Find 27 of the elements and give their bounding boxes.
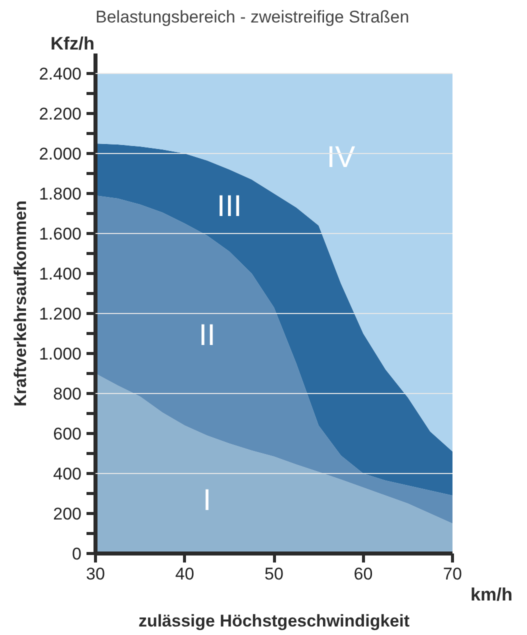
y-tick-label: 0 [72,544,82,564]
chart-title: Belastungsbereich - zweistreifige Straßen [96,8,410,26]
y-tick-label: 400 [53,464,82,484]
y-tick-label: 1.200 [38,304,82,324]
y-tick-label: 2.400 [38,64,82,84]
x-tick-label: 30 [86,564,105,584]
text: km/h [470,584,513,604]
y-tick-label: 2.000 [38,144,82,164]
series-label: IV [326,141,356,174]
x-tick-label: 40 [175,564,194,584]
x-tick-label: 60 [354,564,373,584]
text: Kfz/h [50,34,94,54]
y-axis-title: Kraftverkehrsaufkommen [10,200,30,406]
y-tick-label: 2.200 [38,104,82,124]
series-label: III [216,190,242,223]
y-tick-label: 1.400 [38,264,82,284]
y-tick-label: 200 [53,504,82,524]
y-tick-label: 800 [53,384,82,404]
series-label: II [198,319,216,352]
y-tick-label: 600 [53,424,82,444]
y-tick-label: 1.800 [38,184,82,204]
x-tick-label: 70 [443,564,462,584]
y-tick-label: 1.600 [38,224,82,244]
y-tick-label: 1.000 [38,344,82,364]
x-tick-label: 50 [264,564,284,584]
x-axis-title: zulässige Höchstgeschwindigkeit [138,612,410,630]
series-label: I [202,484,212,517]
